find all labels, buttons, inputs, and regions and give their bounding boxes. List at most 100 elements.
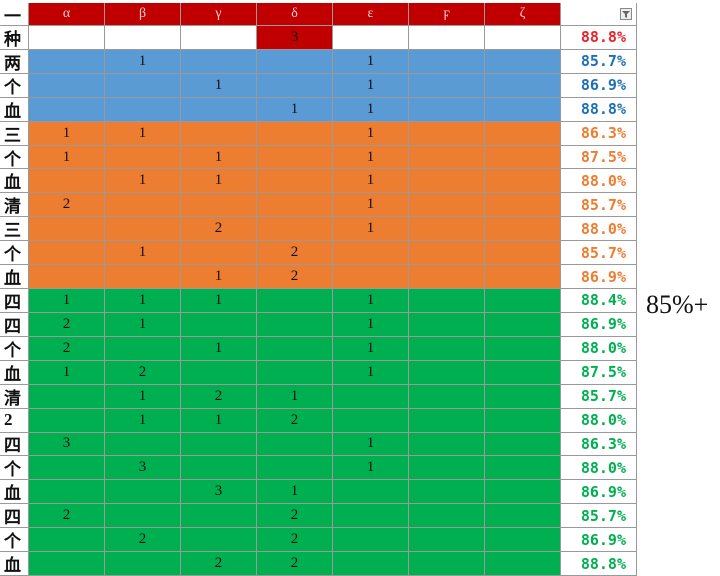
cell — [485, 504, 561, 529]
cell — [181, 193, 257, 218]
row-label: 个 — [0, 456, 29, 481]
cell — [29, 217, 105, 242]
cell: 1 — [333, 432, 409, 457]
cell — [333, 480, 409, 505]
cell — [485, 408, 561, 433]
cell: 1 — [105, 289, 181, 313]
cell — [409, 384, 485, 409]
cell — [333, 384, 409, 409]
cell — [105, 193, 181, 218]
cell — [333, 408, 409, 433]
cell — [409, 265, 485, 290]
cell — [181, 26, 257, 50]
percentage: 88.0% — [561, 336, 637, 361]
cell: 3 — [29, 432, 105, 457]
cell — [409, 73, 485, 98]
cell: 1 — [257, 384, 333, 409]
cell — [257, 456, 333, 481]
cell: 1 — [333, 145, 409, 170]
row-label: 四 — [0, 312, 29, 337]
cell: 1 — [105, 49, 181, 74]
cell — [333, 552, 409, 576]
cell: 1 — [181, 289, 257, 313]
cell — [29, 169, 105, 194]
cell — [409, 121, 485, 146]
cell: 2 — [105, 528, 181, 553]
cell — [29, 480, 105, 505]
cell — [485, 265, 561, 290]
cell: 1 — [105, 384, 181, 409]
percentage: 85.7% — [561, 193, 637, 218]
percentage: 88.0% — [561, 217, 637, 242]
percentage: 86.9% — [561, 480, 637, 505]
column-header: γ — [181, 3, 257, 26]
cell: 1 — [257, 480, 333, 505]
row-label: 血 — [0, 360, 29, 385]
cell — [105, 552, 181, 576]
cell — [181, 312, 257, 337]
cell — [105, 432, 181, 457]
row-label: 个 — [0, 336, 29, 361]
cell — [105, 26, 181, 50]
row-label: 个 — [0, 73, 29, 98]
cell: 1 — [29, 145, 105, 170]
filter-icon[interactable] — [620, 8, 632, 20]
cell — [485, 552, 561, 576]
cell — [29, 528, 105, 553]
row-label: 血 — [0, 169, 29, 194]
row-label: 三 — [0, 121, 29, 146]
cell — [333, 26, 409, 50]
cell — [409, 169, 485, 194]
cell — [29, 456, 105, 481]
column-header: ε — [333, 3, 409, 26]
cell: 1 — [105, 312, 181, 337]
row-label: 个 — [0, 145, 29, 170]
column-header: ζ — [485, 3, 561, 26]
cell — [409, 456, 485, 481]
cell: 1 — [105, 241, 181, 266]
cell — [409, 193, 485, 218]
percentage: 88.8% — [561, 97, 637, 122]
cell: 1 — [257, 97, 333, 122]
cell: 2 — [29, 193, 105, 218]
cell — [181, 49, 257, 74]
cell: 2 — [257, 528, 333, 553]
cell — [29, 384, 105, 409]
cell — [485, 360, 561, 385]
cell — [485, 312, 561, 337]
cell — [29, 26, 105, 50]
cell — [485, 241, 561, 266]
row-label: 个 — [0, 528, 29, 553]
row-label: 2 — [0, 408, 29, 433]
row-label: 血 — [0, 552, 29, 576]
cell: 2 — [105, 360, 181, 385]
cell — [29, 97, 105, 122]
cell — [181, 528, 257, 553]
cell — [181, 241, 257, 266]
side-note: 85%+ — [646, 290, 709, 319]
cell: 1 — [181, 169, 257, 194]
cell — [485, 73, 561, 98]
row-label: 清 — [0, 193, 29, 218]
cell: 1 — [333, 336, 409, 361]
row-label: 血 — [0, 265, 29, 290]
cell — [105, 336, 181, 361]
cell — [409, 312, 485, 337]
row-label: 血 — [0, 97, 29, 122]
cell: 1 — [29, 360, 105, 385]
cell — [485, 97, 561, 122]
cell: 2 — [257, 552, 333, 576]
cell — [485, 336, 561, 361]
cell — [409, 97, 485, 122]
cell — [29, 265, 105, 290]
percentage: 88.0% — [561, 408, 637, 433]
cell — [409, 504, 485, 529]
cell: 2 — [29, 336, 105, 361]
row-label: 血 — [0, 480, 29, 505]
percentage: 86.3% — [561, 121, 637, 146]
column-header: δ — [257, 3, 333, 26]
cell — [257, 169, 333, 194]
cell: 2 — [181, 552, 257, 576]
percentage: 88.8% — [561, 26, 637, 50]
cell: 3 — [257, 26, 333, 50]
